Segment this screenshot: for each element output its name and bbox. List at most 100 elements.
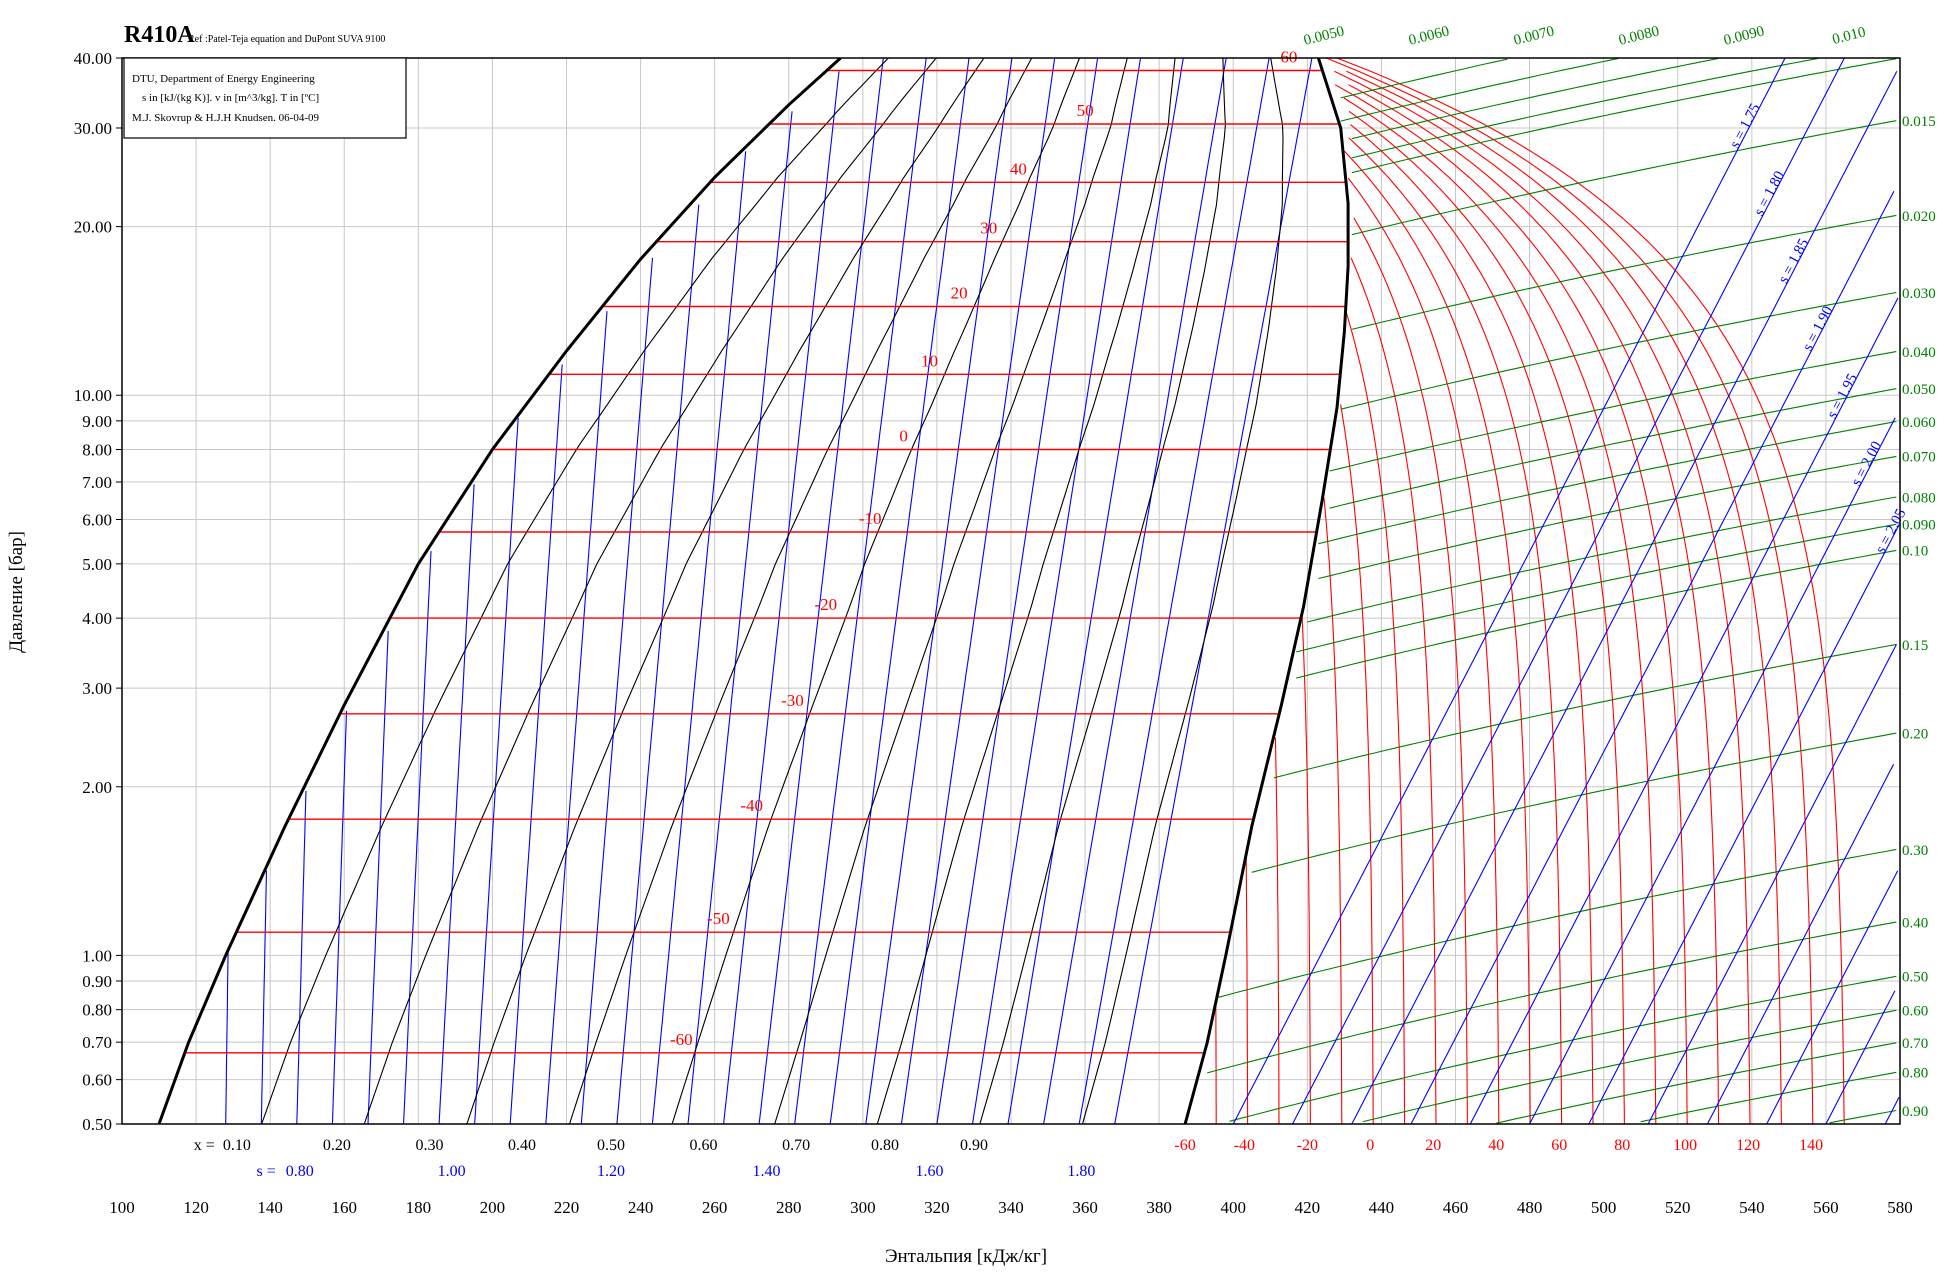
isentrope-line bbox=[509, 364, 563, 1124]
x-tick-label: 240 bbox=[628, 1198, 654, 1217]
isochore-label: 0.15 bbox=[1902, 638, 1928, 654]
y-tick-label: 3.00 bbox=[82, 679, 112, 698]
isentrope-line bbox=[1292, 58, 1845, 1124]
isochore-line bbox=[1229, 975, 1897, 1122]
x-tick-label: 200 bbox=[480, 1198, 506, 1217]
isochore-line bbox=[1340, 291, 1897, 410]
x-tick-label: 500 bbox=[1591, 1198, 1617, 1217]
chart-subtitle: Ref :Patel-Teja equation and DuPont SUVA… bbox=[188, 34, 385, 45]
entropy-scale-label: 0.80 bbox=[286, 1163, 314, 1180]
x-tick-label: 280 bbox=[776, 1198, 802, 1217]
entropy-scale-label: 1.20 bbox=[597, 1163, 625, 1180]
isochore-line bbox=[1273, 643, 1897, 779]
isentrope-line bbox=[1469, 297, 1899, 1124]
isotherm-line bbox=[1301, 617, 1311, 1124]
saturation-temperature-label: 20 bbox=[951, 284, 968, 303]
isochore-label: 0.060 bbox=[1902, 415, 1936, 431]
saturated-liquid-line bbox=[157, 58, 842, 1124]
isotherm-line bbox=[1334, 84, 1688, 1124]
x-tick-label: 520 bbox=[1665, 1198, 1691, 1217]
x-tick-label: 420 bbox=[1295, 1198, 1321, 1217]
isentrope-line bbox=[758, 58, 884, 1124]
saturation-temperature-label: 10 bbox=[921, 351, 938, 370]
x-tick-label: 220 bbox=[554, 1198, 580, 1217]
isentrope-line bbox=[1647, 644, 1897, 1124]
saturation-temperature-label: 60 bbox=[1280, 47, 1297, 66]
quality-scale-label: 0.60 bbox=[690, 1137, 718, 1154]
isochore-line bbox=[1351, 120, 1897, 236]
isentrope-line bbox=[331, 710, 348, 1124]
saturation-temperature-label: -50 bbox=[707, 909, 730, 928]
info-box: DTU, Department of Energy Engineering s … bbox=[123, 57, 407, 139]
quality-scale-label: 0.70 bbox=[782, 1137, 810, 1154]
saturation-temperature-label: 0 bbox=[899, 427, 908, 446]
x-tick-label: 360 bbox=[1072, 1198, 1098, 1217]
isotherm-line bbox=[1334, 70, 1751, 1124]
quality-line bbox=[363, 58, 937, 1124]
isotherm-line bbox=[1348, 84, 1720, 1124]
temperature-scale-label: 20 bbox=[1425, 1137, 1441, 1154]
isochore-label: 0.070 bbox=[1902, 450, 1936, 466]
y-tick-label: 30.00 bbox=[74, 119, 112, 138]
isochore-label: 0.30 bbox=[1902, 843, 1928, 859]
quality-line bbox=[774, 58, 1128, 1124]
quality-line bbox=[1081, 58, 1284, 1124]
temperature-scale-label: -60 bbox=[1174, 1137, 1195, 1154]
quality-line bbox=[671, 58, 1081, 1124]
quality-scale-label: 0.30 bbox=[415, 1137, 443, 1154]
x-tick-label: 340 bbox=[998, 1198, 1024, 1217]
isochore-label: 0.050 bbox=[1902, 382, 1936, 398]
saturation-temperature-label: -10 bbox=[859, 509, 882, 528]
isochore-label: 0.80 bbox=[1902, 1066, 1928, 1082]
saturation-temperature-label: -60 bbox=[670, 1030, 693, 1049]
temperature-scale-label: 60 bbox=[1551, 1137, 1567, 1154]
y-tick-label: 0.90 bbox=[82, 972, 112, 991]
x-tick-label: 460 bbox=[1443, 1198, 1469, 1217]
y-tick-label: 5.00 bbox=[82, 555, 112, 574]
y-tick-label: 9.00 bbox=[82, 412, 112, 431]
temperature-scale-label: 140 bbox=[1799, 1137, 1823, 1154]
isentrope-line bbox=[1043, 58, 1227, 1124]
isochore-label: 0.030 bbox=[1902, 286, 1936, 302]
isentrope-line bbox=[1232, 58, 1786, 1124]
isentrope-line bbox=[829, 58, 970, 1124]
entropy-scale-label: 1.00 bbox=[438, 1163, 466, 1180]
quality-scale-label: 0.50 bbox=[597, 1137, 625, 1154]
y-tick-label: 8.00 bbox=[82, 441, 112, 460]
entropy-scale-label: 1.80 bbox=[1067, 1163, 1095, 1180]
isochore-line bbox=[1351, 58, 1897, 174]
info-line-3: M.J. Skovrup & H.J.H Knudsen. 06-04-09 bbox=[132, 112, 320, 124]
isotherm-line bbox=[1348, 110, 1625, 1124]
saturation-temperature-label: 40 bbox=[1010, 159, 1027, 178]
isotherm-line bbox=[1350, 124, 1594, 1124]
chart-title: R410A bbox=[124, 22, 195, 48]
isotherm-line bbox=[1323, 497, 1343, 1124]
saturation-temperature-label: 30 bbox=[980, 219, 997, 238]
isochore-line bbox=[1351, 214, 1897, 330]
plot-frame bbox=[121, 57, 1901, 1125]
temperature-scale-label: 100 bbox=[1673, 1137, 1697, 1154]
y-tick-label: 1.00 bbox=[82, 946, 112, 965]
isentrope-line bbox=[260, 870, 268, 1124]
isochore-label: 0.080 bbox=[1902, 490, 1936, 506]
info-line-2: s in [kJ/(kg K)]. v in [m^3/kg]. T in [º… bbox=[142, 92, 319, 104]
y-tick-label: 0.50 bbox=[82, 1115, 112, 1134]
isochore-line bbox=[1351, 58, 1819, 159]
isentrope-line bbox=[1410, 191, 1895, 1124]
isentrope-line bbox=[474, 417, 519, 1124]
isotherm-line bbox=[1343, 97, 1657, 1124]
isochore-label: 0.090 bbox=[1902, 518, 1936, 534]
isochore-label: 0.020 bbox=[1902, 209, 1936, 225]
isentrope-line bbox=[900, 58, 1056, 1124]
saturation-temperature-label: 50 bbox=[1077, 101, 1094, 120]
quality-scale-label: 0.80 bbox=[871, 1137, 899, 1154]
isochore-label: 0.50 bbox=[1902, 970, 1928, 986]
isotherm-line bbox=[1340, 404, 1374, 1124]
temperature-scale-label: 120 bbox=[1736, 1137, 1760, 1154]
isotherm-line bbox=[1348, 137, 1563, 1124]
isentrope-line bbox=[1007, 58, 1184, 1124]
isochore-line bbox=[1218, 848, 1897, 998]
isentrope-line bbox=[723, 71, 840, 1124]
isotherm-line bbox=[1350, 257, 1437, 1124]
